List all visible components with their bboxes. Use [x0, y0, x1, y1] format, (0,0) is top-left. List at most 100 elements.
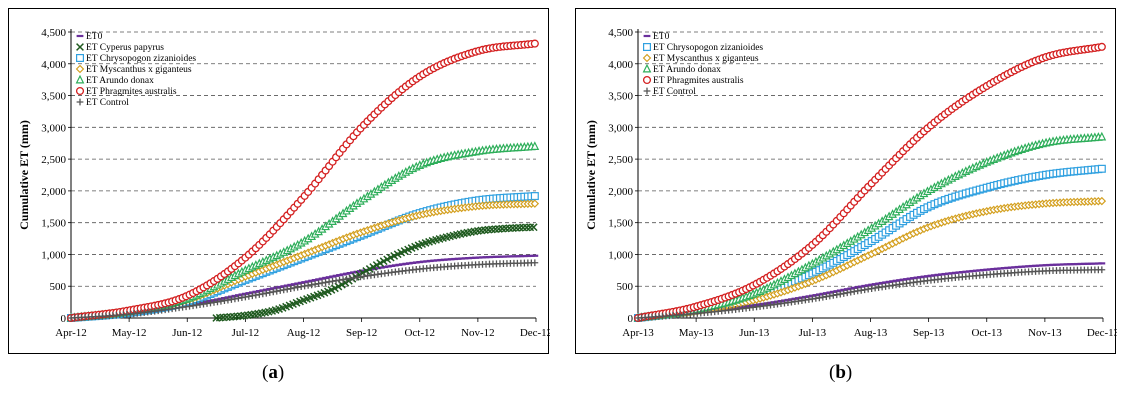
legend-item-et-control: ET Control: [76, 98, 129, 108]
data-point: [1098, 266, 1106, 274]
legend-label: ET Chrysopogon zizanioides: [653, 43, 763, 53]
caption-b: (b): [829, 362, 853, 383]
y-axis-label: Cumulative ET (mm): [584, 120, 598, 230]
data-point: [269, 288, 277, 296]
data-point: [276, 287, 284, 294]
data-point: [531, 259, 539, 267]
legend-label: ET Cyperus papyrus: [86, 43, 164, 53]
legend-label: ET Control: [653, 87, 696, 97]
data-point: [259, 290, 267, 298]
legend-marker: [75, 86, 85, 96]
data-point: [530, 39, 539, 48]
x-tick-label: Aug-13: [854, 327, 888, 339]
legend-marker: [75, 53, 84, 62]
y-tick-label: 3,500: [41, 91, 66, 103]
x-tick-label: Oct-12: [404, 327, 435, 339]
chart-panel-b: 0 500 1,000 1,500 2,000 2,500 3,000 3,500 4,000 4…: [575, 8, 1117, 354]
legend-label: ET Arundo donax: [86, 76, 154, 86]
chart-panel-a: 0 500 1,000 1,500 2,000 2,500 3,000 3,500 4,000 4…: [8, 8, 550, 354]
y-tick-label: 500: [50, 281, 67, 293]
legend-item-et-myscanthus-x-giganteus: ET Myscanthus x giganteus: [642, 53, 759, 64]
legend-marker: [642, 42, 651, 51]
legend-item-et-arundo-donax: ET Arundo donax: [75, 74, 154, 86]
y-tick-label: 0: [61, 313, 67, 325]
legend-marker: [76, 43, 84, 51]
legend-label: ET Myscanthus x giganteus: [86, 65, 192, 75]
legend-label: ET0: [653, 32, 670, 42]
x-tick-label: Nov-13: [1028, 327, 1062, 339]
y-tick-label: 1,500: [41, 218, 66, 230]
series-et-cyperus-papyrus: [212, 223, 538, 322]
x-tick-label: Jul-12: [232, 327, 260, 339]
x-tick-label: Apr-12: [55, 327, 87, 339]
legend-item-et-chrysopogon-zizanioides: ET Chrysopogon zizanioides: [75, 53, 196, 64]
legend-label: ET Phragmites australis: [653, 76, 744, 86]
y-tick-label: 4,500: [41, 27, 66, 39]
data-point: [530, 141, 540, 150]
legend-marker: [643, 87, 651, 95]
y-axis-label: Cumulative ET (mm): [17, 120, 31, 230]
data-point: [530, 192, 539, 201]
data-point: [529, 223, 538, 232]
series-et-phragmites-australis: [633, 42, 1106, 323]
y-tick-label: 2,000: [41, 186, 66, 198]
line-chart-b: 0 500 1,000 1,500 2,000 2,500 3,000 3,500 4,000 4…: [584, 27, 1117, 339]
legend-marker: [642, 75, 652, 85]
legend-label: ET Myscanthus x giganteus: [653, 54, 759, 64]
data-point: [266, 289, 274, 296]
y-tick-label: 1,500: [608, 218, 633, 230]
caption-a: (a): [262, 362, 285, 383]
gridlines: [71, 31, 536, 287]
legend-item-et-cyperus-papyrus: ET Cyperus papyrus: [76, 43, 164, 53]
x-tick-label: Sep-13: [913, 327, 945, 339]
x-tick-label: Sep-12: [346, 327, 377, 339]
data-point: [1097, 131, 1107, 141]
x-tick-label: Jun-12: [172, 327, 202, 339]
y-tick-label: 0: [628, 313, 634, 325]
legend-marker: [75, 74, 85, 84]
data-point: [280, 286, 288, 294]
legend-item-et-phragmites-australis: ET Phragmites australis: [75, 86, 177, 97]
x-tick-label: Dec-12: [520, 327, 550, 339]
x-tick-label: Jun-13: [739, 327, 769, 339]
y-tick-label: 3,000: [41, 122, 66, 134]
y-tick-label: 4,500: [608, 27, 633, 39]
y-tick-label: 4,000: [41, 59, 66, 71]
legend-marker: [642, 53, 652, 63]
legend-item-et0: ET0: [76, 32, 103, 42]
y-tick-label: 4,000: [608, 59, 633, 71]
x-tick-label: Nov-12: [461, 327, 495, 339]
data-point: [1097, 164, 1106, 173]
x-tick-label: Oct-13: [971, 327, 1002, 339]
data-point: [283, 285, 291, 293]
data-point: [530, 199, 540, 208]
line-chart-a: 0 500 1,000 1,500 2,000 2,500 3,000 3,500 4,000 4…: [17, 27, 550, 339]
data-point: [273, 287, 281, 295]
y-tick-label: 1,000: [41, 249, 66, 261]
y-tick-label: 3,500: [608, 91, 633, 103]
legend-label: ET Phragmites australis: [86, 87, 177, 97]
data-point: [255, 291, 263, 298]
legend-label: ET Chrysopogon zizanioides: [86, 54, 196, 64]
series-et-control: [67, 259, 539, 322]
legend-item-et0: ET0: [643, 32, 670, 42]
y-tick-label: 2,000: [608, 186, 633, 198]
x-tick-label: Jul-13: [799, 327, 827, 339]
data-point: [1097, 42, 1106, 51]
y-tick-label: 2,500: [41, 154, 66, 166]
x-tick-label: Dec-13: [1087, 327, 1117, 339]
x-tick-label: May-13: [679, 327, 714, 339]
y-tick-label: 2,500: [608, 154, 633, 166]
legend-label: ET Control: [86, 98, 129, 108]
data-point: [262, 289, 270, 297]
legend-item-et-chrysopogon-zizanioides: ET Chrysopogon zizanioides: [642, 42, 763, 53]
x-tick-label: May-12: [112, 327, 147, 339]
y-tick-label: 3,000: [608, 122, 633, 134]
legend-item-et-phragmites-australis: ET Phragmites australis: [642, 75, 744, 86]
legend-marker: [75, 64, 85, 74]
legend-marker: [642, 63, 652, 73]
legend-label: ET Arundo donax: [653, 65, 721, 75]
data-point: [1097, 196, 1107, 206]
legend-label: ET0: [86, 32, 103, 42]
